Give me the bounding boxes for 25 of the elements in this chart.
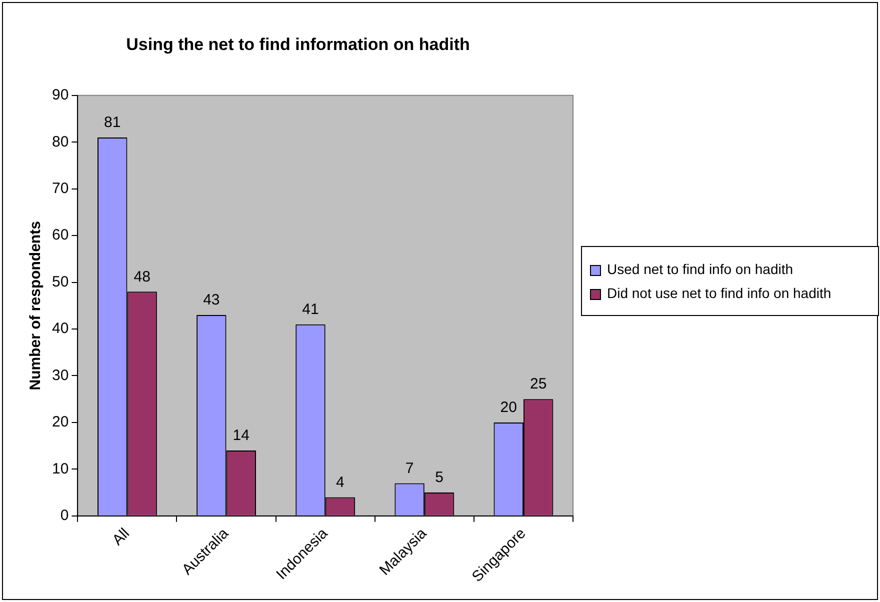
data-label: 48 <box>134 268 150 286</box>
y-tick-label: 40 <box>52 320 69 338</box>
chart-title: Using the net to find information on hadith <box>126 34 470 54</box>
data-label: 4 <box>336 474 344 491</box>
y-tick-label: 80 <box>52 133 69 150</box>
legend-label: Did not use net to find info on hadith <box>607 285 832 301</box>
data-label: 43 <box>203 292 220 309</box>
legend-label: Used net to find info on hadith <box>607 261 794 277</box>
data-label: 81 <box>104 114 121 132</box>
data-label: 41 <box>302 300 319 318</box>
y-tick-label: 60 <box>52 226 69 244</box>
data-label: 7 <box>405 460 414 477</box>
x-tick-label: All <box>109 525 133 549</box>
y-tick-label: 20 <box>52 414 69 431</box>
y-tick-label: 10 <box>52 460 69 478</box>
y-axis-title: Number of respondents <box>27 221 44 390</box>
data-label: 5 <box>435 469 444 486</box>
data-label: 25 <box>530 376 547 393</box>
y-tick-label: 90 <box>52 86 69 104</box>
y-tick-label: 30 <box>52 366 69 384</box>
y-tick-label: 70 <box>52 180 69 197</box>
y-tick-label: 0 <box>60 507 69 524</box>
y-tick-label: 50 <box>52 273 69 290</box>
data-label: 14 <box>232 427 250 444</box>
data-label: 20 <box>500 399 517 416</box>
